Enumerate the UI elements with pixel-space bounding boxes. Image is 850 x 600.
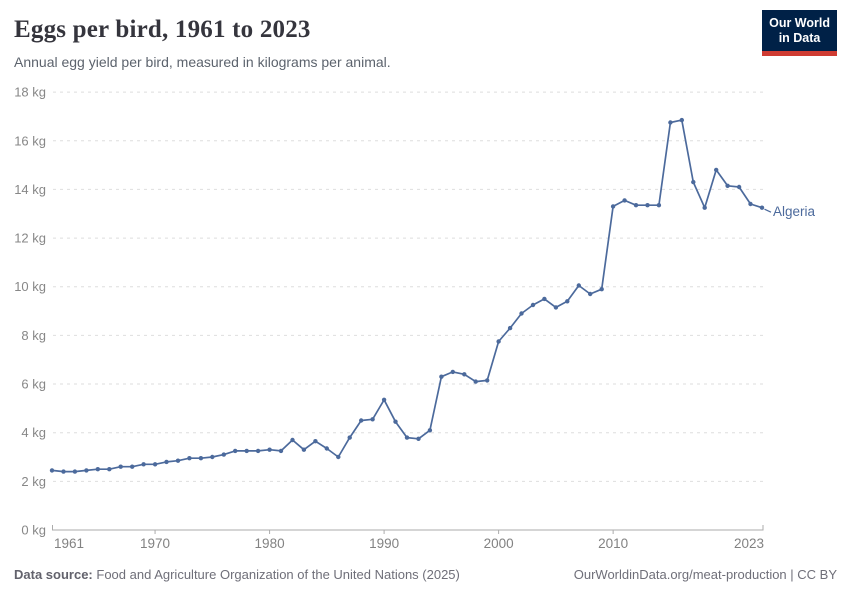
data-point[interactable]	[141, 462, 146, 467]
data-point[interactable]	[278, 448, 284, 454]
data-point[interactable]	[244, 448, 249, 454]
data-point[interactable]	[622, 198, 627, 203]
data-point[interactable]	[221, 452, 226, 457]
data-source: Data source: Food and Agriculture Organi…	[14, 567, 460, 582]
y-axis-tick-label: 0 kg	[21, 523, 46, 538]
data-point[interactable]	[84, 468, 89, 473]
data-point[interactable]	[519, 311, 524, 316]
y-axis-tick-label: 18 kg	[14, 85, 46, 100]
x-axis-tick-label: 1990	[369, 536, 399, 551]
y-axis-tick-label: 2 kg	[21, 474, 46, 489]
x-axis-tick-label: 1961	[54, 536, 84, 551]
x-axis-tick-label: 2000	[484, 536, 514, 551]
x-axis-tick-label: 1970	[140, 536, 170, 551]
data-point[interactable]	[233, 448, 238, 454]
data-point[interactable]	[118, 464, 123, 469]
data-point[interactable]	[267, 447, 272, 452]
data-point[interactable]	[542, 296, 547, 302]
data-point[interactable]	[347, 435, 352, 440]
data-point[interactable]	[759, 205, 765, 210]
chart-title: Eggs per bird, 1961 to 2023	[14, 16, 311, 43]
data-point[interactable]	[656, 203, 662, 208]
y-axis-tick-label: 10 kg	[14, 279, 46, 294]
data-point[interactable]	[507, 325, 513, 331]
y-axis-tick-label: 14 kg	[14, 182, 46, 197]
x-axis-tick-label: 2010	[598, 536, 628, 551]
data-point[interactable]	[679, 117, 684, 123]
data-point[interactable]	[152, 462, 158, 467]
data-point[interactable]	[702, 205, 707, 210]
chart-subtitle: Annual egg yield per bird, measured in k…	[14, 54, 391, 70]
y-axis-tick-label: 16 kg	[14, 133, 46, 148]
data-point[interactable]	[599, 287, 604, 292]
data-point[interactable]	[210, 454, 215, 460]
data-point[interactable]	[530, 302, 536, 308]
data-point[interactable]	[725, 183, 730, 188]
data-point[interactable]	[187, 456, 192, 461]
data-point[interactable]	[107, 467, 112, 472]
data-point[interactable]	[198, 456, 204, 461]
owid-logo-line1: Our World	[769, 16, 830, 30]
series-label-algeria[interactable]: Algeria	[773, 204, 816, 219]
data-point[interactable]	[462, 372, 467, 377]
data-source-label: Data source:	[14, 567, 93, 582]
data-point[interactable]	[748, 201, 753, 207]
data-point[interactable]	[164, 459, 169, 465]
data-point[interactable]	[130, 464, 135, 469]
data-point[interactable]	[450, 369, 455, 375]
data-point[interactable]	[370, 417, 375, 422]
data-point[interactable]	[588, 291, 593, 297]
series-label-connector	[764, 208, 772, 213]
owid-logo-line2: in Data	[778, 31, 821, 46]
data-point[interactable]	[95, 467, 101, 472]
data-point[interactable]	[255, 448, 261, 454]
y-axis-tick-label: 12 kg	[14, 231, 46, 246]
credit-link[interactable]: OurWorldinData.org/meat-production | CC …	[573, 567, 837, 582]
data-point[interactable]	[72, 469, 78, 474]
data-point[interactable]	[668, 120, 673, 125]
data-point[interactable]	[610, 204, 616, 209]
data-point[interactable]	[49, 468, 55, 473]
data-point[interactable]	[576, 283, 581, 288]
data-point[interactable]	[645, 203, 650, 208]
data-point[interactable]	[736, 184, 742, 190]
data-point[interactable]	[633, 203, 639, 208]
data-point[interactable]	[175, 458, 181, 463]
data-point[interactable]	[313, 439, 318, 444]
y-axis-tick-label: 4 kg	[21, 425, 46, 440]
data-point[interactable]	[553, 305, 559, 310]
data-point[interactable]	[439, 374, 444, 379]
data-point[interactable]	[61, 469, 66, 474]
series-line-algeria[interactable]	[51, 119, 763, 473]
data-point[interactable]	[473, 379, 478, 384]
data-point[interactable]	[381, 397, 387, 402]
data-point[interactable]	[691, 179, 696, 185]
data-point[interactable]	[336, 454, 341, 460]
x-axis-tick-label: 2023	[734, 536, 764, 551]
data-point[interactable]	[359, 418, 364, 423]
y-axis-tick-label: 6 kg	[21, 377, 46, 392]
data-point[interactable]	[427, 428, 433, 433]
data-point[interactable]	[290, 437, 295, 443]
owid-logo[interactable]: Our World in Data	[762, 10, 837, 56]
data-point[interactable]	[714, 167, 719, 173]
data-point[interactable]	[324, 446, 329, 451]
data-point[interactable]	[393, 419, 398, 424]
data-point[interactable]	[565, 299, 570, 304]
y-axis-tick-label: 8 kg	[21, 328, 46, 343]
data-source-text: Food and Agriculture Organization of the…	[96, 567, 460, 582]
data-point[interactable]	[301, 447, 307, 452]
data-point[interactable]	[416, 436, 421, 441]
x-axis-tick-label: 1980	[255, 536, 285, 551]
data-point[interactable]	[404, 435, 410, 440]
data-point[interactable]	[485, 378, 490, 383]
chart-footer: Data source: Food and Agriculture Organi…	[14, 567, 837, 582]
data-point[interactable]	[496, 339, 501, 344]
